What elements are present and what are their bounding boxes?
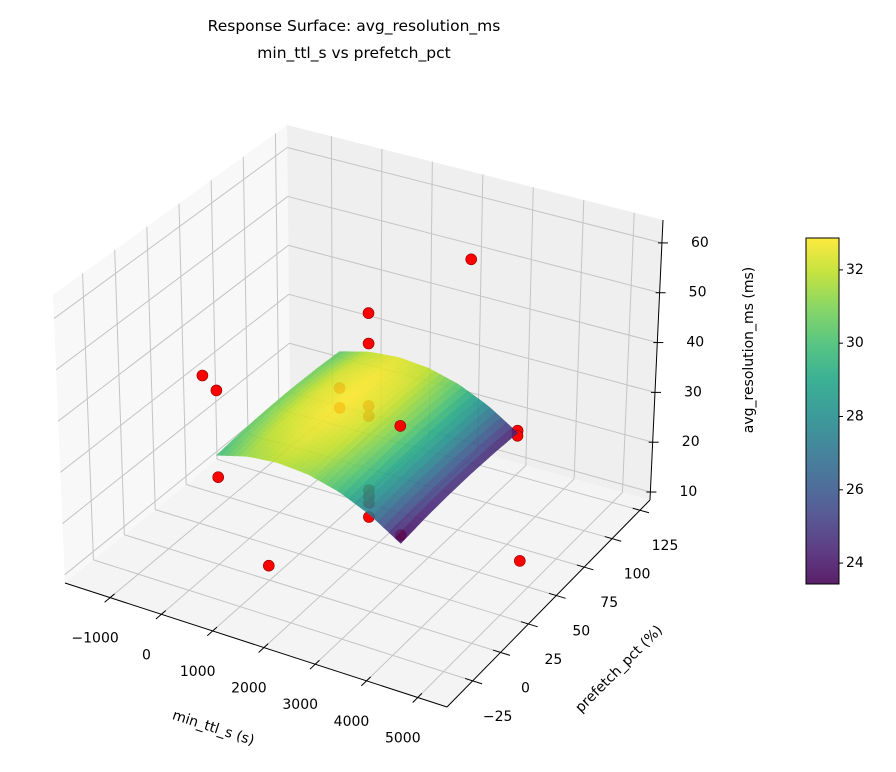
back-gridline-z bbox=[288, 244, 658, 344]
left-gridline-z bbox=[53, 147, 288, 319]
back-gridline-z bbox=[288, 293, 656, 393]
x-tick-mark bbox=[104, 593, 115, 603]
left-gridline-z bbox=[55, 196, 289, 371]
colorbar-tick-label: 28 bbox=[846, 408, 864, 424]
y-tick-mark bbox=[548, 592, 566, 599]
x-tick-mark bbox=[412, 693, 423, 703]
x-tick-label: −1000 bbox=[71, 631, 118, 647]
x-tick-label: 3000 bbox=[282, 697, 318, 713]
y-tick-label: 25 bbox=[544, 652, 562, 668]
x-axis-line bbox=[64, 582, 448, 708]
axis-lines bbox=[64, 219, 668, 708]
y-tick-label: 50 bbox=[572, 624, 590, 640]
back-gridline-x bbox=[573, 199, 585, 479]
colorbar-tick-label: 26 bbox=[846, 482, 864, 498]
y-tick-label: 125 bbox=[652, 538, 679, 554]
colorbar: 24 26 28 30 32 bbox=[805, 237, 864, 585]
floor-gridline-y bbox=[124, 534, 501, 653]
x-tick-label: 2000 bbox=[231, 681, 267, 697]
scatter-points-front bbox=[196, 253, 526, 572]
z-tick-label: 60 bbox=[691, 235, 709, 251]
x-axis-title: min_ttl_s (s) bbox=[170, 707, 256, 749]
floor-gridline-y bbox=[155, 509, 529, 625]
x-tick-mark bbox=[258, 643, 269, 653]
chart-title: Response Surface: avg_resolution_ms bbox=[208, 17, 501, 36]
x-tick-mark bbox=[155, 610, 167, 620]
left-gridline-y bbox=[82, 273, 94, 560]
floor-gridline-y bbox=[186, 483, 557, 597]
floor-gridline-y bbox=[93, 559, 473, 682]
colorbar-tick-label: 30 bbox=[846, 335, 864, 351]
left-gridline-z bbox=[57, 244, 289, 422]
y-tick-mark bbox=[492, 649, 511, 656]
floor-gridline-x bbox=[314, 465, 527, 665]
data-point bbox=[262, 559, 275, 572]
data-point bbox=[394, 420, 407, 432]
left-gridline-y bbox=[146, 226, 156, 510]
left-gridline-y bbox=[274, 133, 280, 410]
chart-subtitle: min_ttl_s vs prefetch_pct bbox=[257, 44, 450, 63]
y-tick-mark bbox=[464, 677, 483, 685]
z-axis-title: avg_resolution_ms (ms) bbox=[741, 267, 757, 434]
left-gridline-y bbox=[114, 250, 125, 535]
data-point bbox=[212, 471, 224, 484]
y-tick-label: 0 bbox=[521, 680, 530, 696]
back-gridline-x bbox=[621, 212, 635, 493]
z-tick-label: 10 bbox=[679, 484, 697, 500]
fitted-surface bbox=[215, 351, 518, 544]
x-tick-mark bbox=[309, 659, 320, 670]
x-tick-label: 1000 bbox=[180, 664, 216, 680]
data-point bbox=[196, 369, 209, 382]
y-tick-mark bbox=[576, 564, 594, 571]
z-tick-label: 50 bbox=[689, 285, 707, 301]
y-tick-label: 100 bbox=[624, 567, 651, 583]
y-tick-label: 75 bbox=[600, 595, 618, 611]
colorbar-tick-label: 24 bbox=[846, 555, 864, 571]
data-point bbox=[465, 253, 478, 266]
z-tick-label: 40 bbox=[686, 335, 704, 351]
y-tick-mark bbox=[632, 507, 650, 514]
data-point bbox=[362, 337, 375, 350]
back-gridline-z bbox=[287, 147, 663, 244]
left-gridline-y bbox=[242, 156, 249, 435]
x-tick-label: 5000 bbox=[385, 731, 421, 747]
colorbar-gradient bbox=[806, 238, 839, 584]
y-tick-mark bbox=[520, 621, 538, 628]
y-axis-line bbox=[446, 499, 651, 708]
colorbar-tick-label: 32 bbox=[846, 262, 864, 278]
left-gridline-y bbox=[178, 203, 187, 485]
data-point bbox=[513, 555, 526, 567]
x-tick-label: 4000 bbox=[334, 714, 370, 730]
x-tick-mark bbox=[360, 676, 371, 687]
x-tick-mark bbox=[206, 626, 218, 637]
floor-gridline-x bbox=[366, 478, 575, 682]
y-tick-label: −25 bbox=[483, 709, 513, 725]
data-point bbox=[362, 307, 375, 319]
x-tick-label: 0 bbox=[142, 647, 151, 663]
back-gridline-z bbox=[287, 195, 660, 294]
z-tick-label: 20 bbox=[682, 434, 700, 450]
z-axis-line bbox=[649, 219, 664, 501]
left-gridline-z bbox=[60, 293, 290, 473]
z-tick-label: 30 bbox=[684, 384, 702, 400]
colorbar-frame bbox=[805, 237, 840, 585]
left-gridline-z bbox=[62, 342, 290, 524]
tick-labels: −1000010002000300040005000−2502550751001… bbox=[71, 235, 708, 747]
surface-facet bbox=[394, 533, 405, 544]
floor-gridline-x bbox=[417, 491, 623, 698]
back-gridline-x bbox=[525, 187, 534, 466]
data-point bbox=[210, 384, 223, 397]
y-tick-mark bbox=[604, 536, 622, 542]
left-gridline-y bbox=[210, 180, 218, 460]
